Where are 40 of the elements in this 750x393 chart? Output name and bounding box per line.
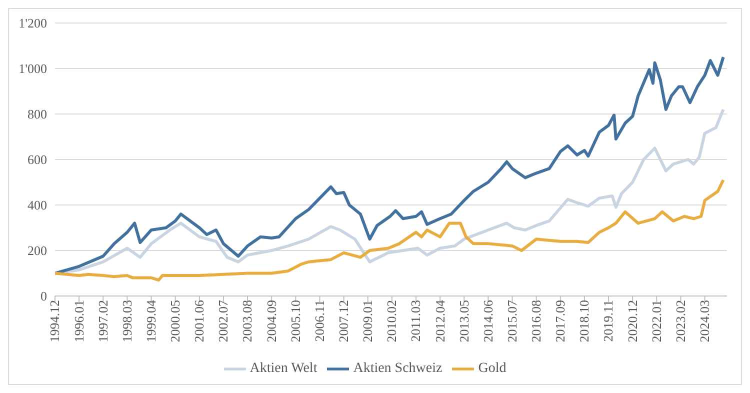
y-tick-label: 400 — [28, 198, 47, 213]
x-tick-label: 2003.08 — [240, 300, 255, 342]
line-series — [55, 178, 725, 282]
y-tick-label: 600 — [28, 152, 47, 168]
y-tick-label: 200 — [28, 243, 47, 258]
x-tick-label: 2015.07 — [504, 300, 520, 342]
x-tick-label: 1997.02 — [95, 300, 110, 342]
x-tick-label: 2013.05 — [456, 300, 472, 342]
x-tick-label: 2002.07 — [216, 300, 231, 342]
x-tick-label: 2005.10 — [288, 300, 303, 342]
x-tick-label: 2011.03 — [408, 300, 424, 342]
x-tick-label: 1994.12 — [47, 300, 62, 342]
x-tick-label: 2006.11 — [312, 300, 327, 342]
x-tick-label: 2018.10 — [576, 300, 592, 342]
x-tick-label: 2001.06 — [192, 300, 207, 342]
y-tick-label: 800 — [28, 106, 47, 122]
y-tick-label: 0 — [40, 288, 47, 304]
y-tick-label: 1'000 — [18, 61, 47, 76]
x-tick-label: 1999.04 — [143, 300, 158, 342]
line-series — [55, 56, 725, 275]
x-tick-label: 2016.08 — [528, 300, 544, 342]
x-tick-label: 2017.09 — [552, 300, 568, 342]
x-tick-label: 2019.11 — [600, 300, 616, 342]
x-tick-label: 2014.06 — [480, 300, 496, 342]
x-tick-label: 2000.05 — [168, 300, 183, 342]
x-tick-label: 1998.03 — [119, 300, 134, 342]
x-tick-label: 2010.02 — [384, 300, 400, 342]
x-tick-label: 2020.12 — [624, 300, 640, 342]
legend-label: Gold — [478, 361, 506, 376]
x-tick-label: 1996.01 — [71, 300, 86, 342]
x-tick-label: 2007.12 — [336, 300, 352, 342]
x-tick-label: 2012.04 — [432, 300, 448, 342]
x-tick-label: 2022.01 — [648, 300, 664, 342]
y-tick-label: 1'200 — [18, 16, 47, 31]
legend-label: Aktien Schweiz — [353, 361, 442, 376]
x-tick-label: 2004.09 — [264, 300, 279, 342]
x-tick-label: 2024.03 — [697, 300, 712, 342]
legend-label: Aktien Welt — [250, 361, 318, 376]
x-tick-label: 2009.01 — [360, 300, 376, 342]
x-tick-label: 2023.02 — [672, 300, 688, 342]
